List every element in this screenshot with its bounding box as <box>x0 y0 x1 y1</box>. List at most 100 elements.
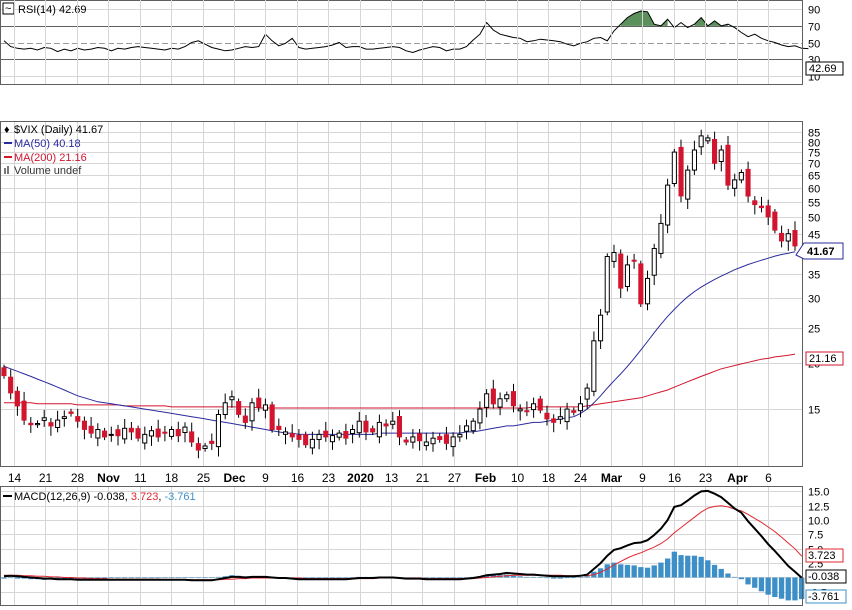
x-tick-label: Nov <box>97 471 120 485</box>
macd-histogram-bar <box>557 577 563 579</box>
candlestick <box>410 429 416 449</box>
candlestick <box>135 425 141 442</box>
candlestick <box>61 410 67 427</box>
macd-histogram-bar <box>537 577 543 578</box>
candlestick <box>611 244 617 268</box>
candle-body-down <box>28 422 34 426</box>
rsi-y-tick: 90 <box>808 5 820 17</box>
candlestick <box>430 431 436 452</box>
macd-histogram-bar <box>638 567 644 578</box>
candlestick <box>383 419 389 436</box>
price-grid <box>0 0 802 605</box>
macd-histogram-bar <box>423 577 429 579</box>
candle-body-up <box>591 340 597 392</box>
macd-histogram-bar <box>631 565 637 578</box>
signal-last-value-box <box>805 548 844 563</box>
candle-body-down <box>551 418 557 423</box>
candlestick <box>370 425 376 436</box>
macd-histogram-bar <box>309 577 315 579</box>
macd-histogram-bar <box>544 577 550 579</box>
candlestick <box>571 407 577 416</box>
macd-histogram-bar <box>658 562 664 578</box>
candlestick <box>376 414 382 444</box>
candle-body-up <box>336 432 342 438</box>
macd-histogram-bar <box>8 577 14 579</box>
rsi-last-value-tag: 42.69 <box>805 61 844 76</box>
candle-body-up <box>577 403 584 412</box>
macd-histogram-bar <box>189 577 195 579</box>
candle-body-up <box>504 394 510 400</box>
candle-body-up <box>685 169 691 200</box>
candle-body-down <box>68 411 74 414</box>
x-tick-label: 10 <box>511 471 525 485</box>
candle-body-down <box>102 430 108 438</box>
volume-legend-icon <box>4 168 6 174</box>
rsi-last-value: 42.69 <box>809 63 837 75</box>
macd-histogram-bar <box>510 575 517 578</box>
candlestick <box>785 228 791 251</box>
candlestick <box>1 364 7 379</box>
macd-histogram-bar <box>597 568 604 578</box>
candlestick <box>122 419 128 444</box>
candlestick <box>638 260 644 307</box>
price-legend-icon: ♦ <box>4 124 10 136</box>
candlestick <box>283 427 289 445</box>
candle-body-up <box>645 277 651 305</box>
candle-body-down <box>537 398 543 411</box>
candle-body-down <box>75 416 81 422</box>
candlestick <box>175 421 181 443</box>
candlestick <box>323 421 329 442</box>
candlestick <box>303 431 309 448</box>
x-tick-label: 18 <box>542 471 556 485</box>
x-tick-label: 16 <box>291 471 305 485</box>
candle-body-up <box>665 184 671 226</box>
candle-body-up <box>604 256 610 313</box>
candle-body-up <box>95 429 101 439</box>
x-tick-label: 16 <box>668 471 682 485</box>
candle-body-up <box>41 417 47 421</box>
candlestick <box>718 145 724 172</box>
macd-histogram-bar <box>584 576 590 578</box>
candlesticks <box>1 129 798 459</box>
candle-body-up <box>316 433 322 440</box>
macd-histogram-bar <box>450 577 456 579</box>
macd-histogram-bar <box>765 577 771 595</box>
candlestick <box>658 214 664 259</box>
candlestick <box>14 386 20 416</box>
candle-body-up <box>598 314 604 342</box>
candle-body-down <box>443 434 449 444</box>
candle-body-down <box>175 429 181 437</box>
candle-body-down <box>725 144 731 186</box>
candle-body-down <box>490 388 496 405</box>
macd-histogram-bar <box>644 567 651 578</box>
candle-body-up <box>457 433 463 438</box>
candlestick <box>544 405 550 426</box>
candle-body-up <box>215 414 221 448</box>
macd-last-value: -0.038 <box>808 571 839 583</box>
candle-body-down <box>88 425 94 434</box>
candlestick <box>215 409 221 457</box>
candlestick <box>276 418 282 436</box>
ma50-legend-label: MA(50) 40.18 <box>14 138 81 150</box>
candlestick <box>189 422 195 447</box>
candle-body-down <box>437 436 443 441</box>
macd-histogram-bar <box>21 577 27 579</box>
candlestick <box>524 401 530 417</box>
candlestick <box>497 392 503 416</box>
candle-body-up <box>651 248 657 276</box>
candlestick <box>698 129 704 155</box>
macd-histogram-bar <box>799 577 805 600</box>
macd-histogram-bar <box>551 577 557 579</box>
candle-body-up <box>169 429 175 437</box>
candlestick <box>35 420 41 428</box>
x-tick-label: Dec <box>223 471 245 485</box>
price-legend: ♦ $VIX (Daily) 41.67 MA(50) 40.18 MA(200… <box>4 124 103 177</box>
candle-body-up <box>517 408 523 412</box>
macd-histogram-bar <box>155 577 161 579</box>
ma200-last-value: 21.16 <box>809 353 837 365</box>
candlestick <box>651 243 657 286</box>
candlestick <box>779 225 785 248</box>
candlestick <box>182 422 188 443</box>
candlestick <box>209 433 215 450</box>
